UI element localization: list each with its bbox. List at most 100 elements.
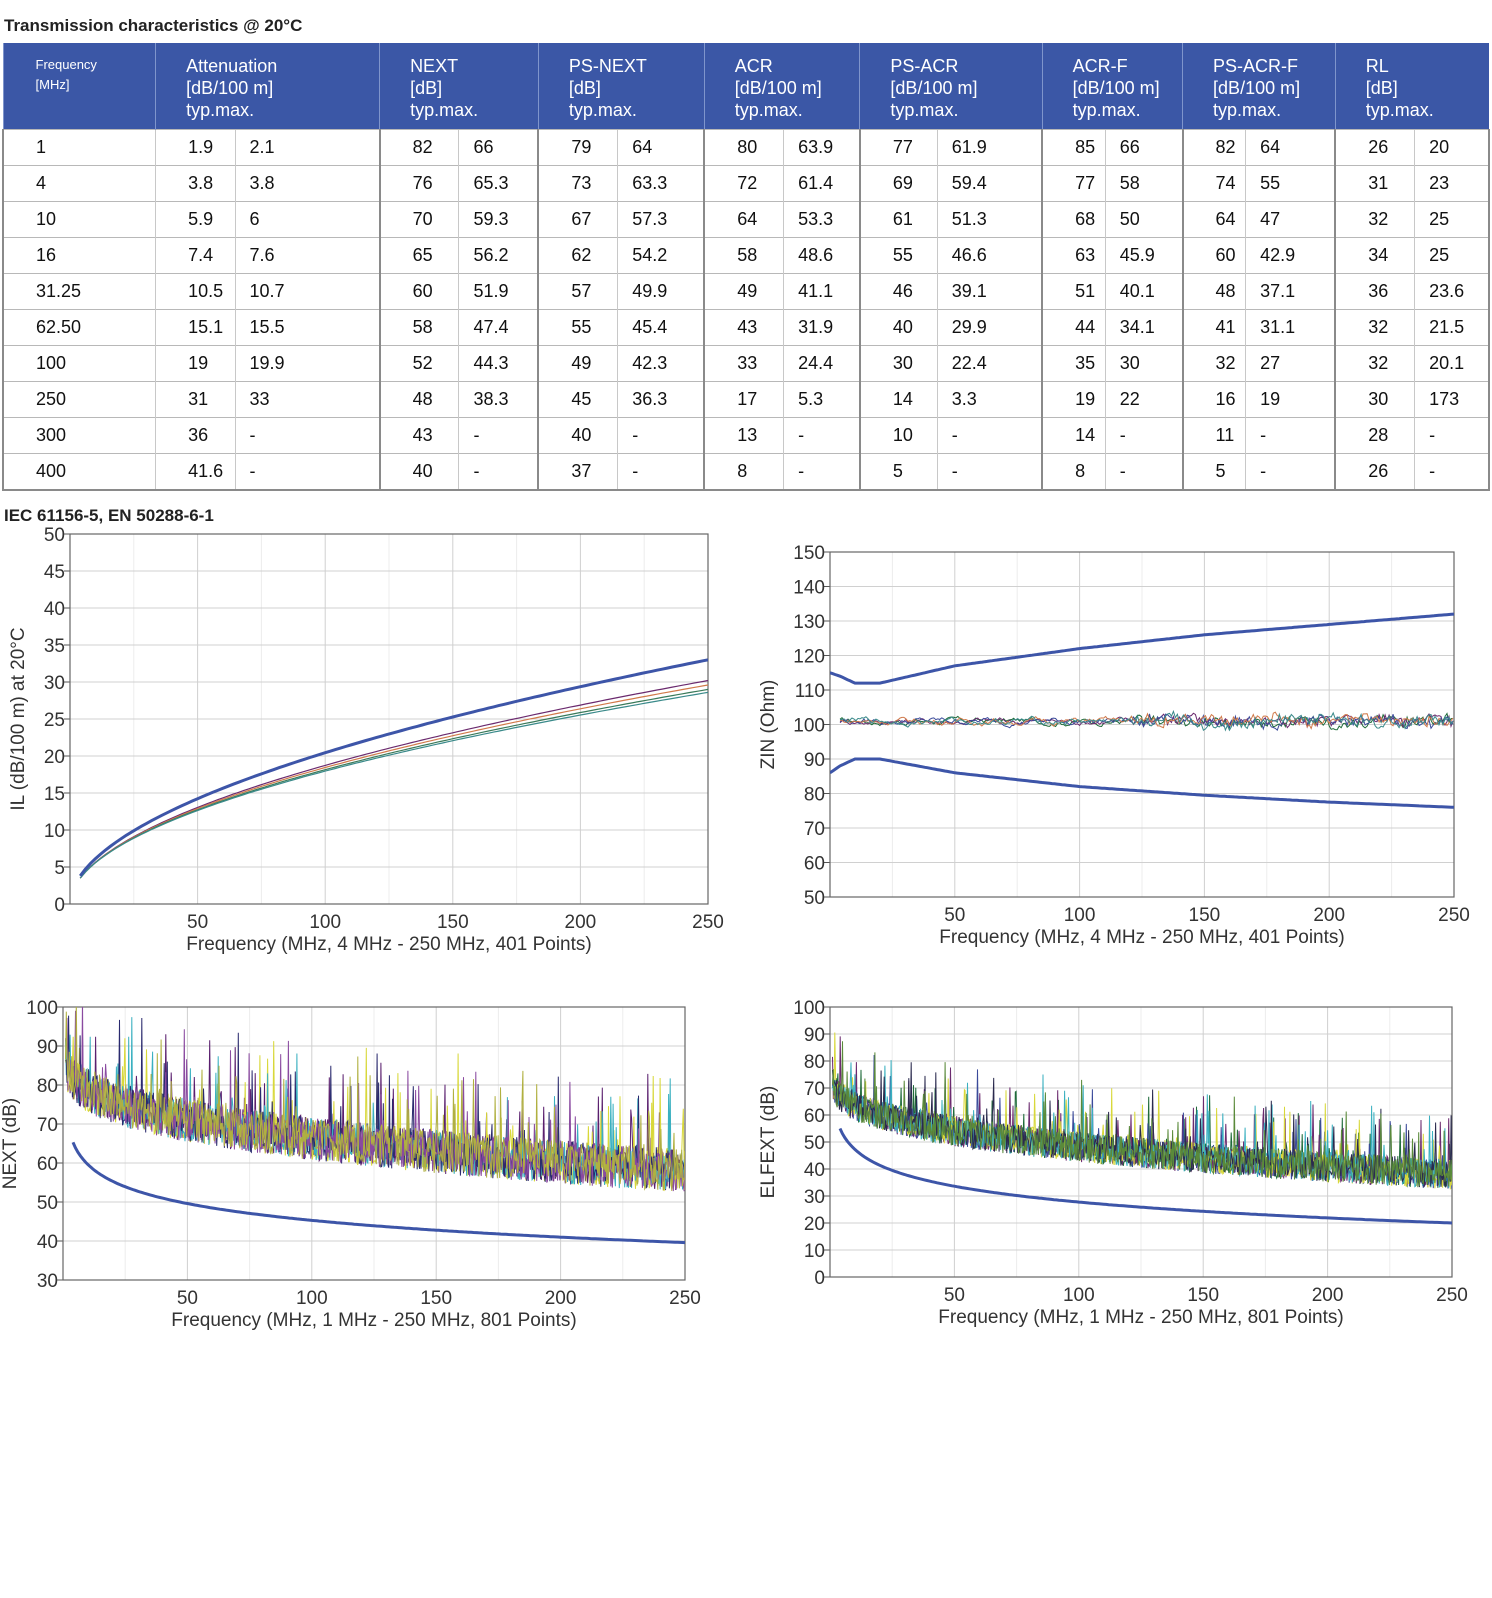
table-cell: 24.4 xyxy=(783,345,860,382)
table-cell: 57 xyxy=(537,273,618,310)
x-tick-label: 200 xyxy=(565,912,597,933)
table-cell: 30 xyxy=(858,345,938,382)
table-cell: 21.5 xyxy=(1414,309,1491,346)
series-group xyxy=(832,1032,1452,1225)
y-tick-label: 150 xyxy=(793,543,825,564)
table-cell: 61 xyxy=(858,201,938,238)
table-cell: 36.3 xyxy=(617,381,705,418)
table-cell: 25 xyxy=(1414,237,1491,274)
table-cell: 42.3 xyxy=(617,345,705,382)
table-cell: - xyxy=(1245,453,1336,491)
measured-series-line xyxy=(65,1007,685,1191)
table-cell: 16 xyxy=(2,237,156,274)
table-cell: 10.5 xyxy=(155,273,236,310)
table-cell: 43 xyxy=(703,309,784,346)
col-next: NEXT [dB] typ.max. xyxy=(379,43,539,130)
y-tick-label: 30 xyxy=(37,1271,58,1292)
table-cell: 45 xyxy=(537,381,618,418)
y-tick-label: 20 xyxy=(804,1214,825,1235)
x-tick-label: 50 xyxy=(944,905,965,926)
table-cell: 37 xyxy=(537,453,618,491)
col-acr: ACR [dB/100 m] typ.max. xyxy=(703,43,860,130)
y-tick-label: 40 xyxy=(44,599,65,620)
y-tick-label: 80 xyxy=(37,1076,58,1097)
x-tick-label: 200 xyxy=(545,1288,577,1309)
y-tick-label: 90 xyxy=(804,1025,825,1046)
table-cell: 58 xyxy=(703,237,784,274)
table-cell: 28 xyxy=(1334,417,1415,454)
x-axis-label: Frequency (MHz, 4 MHz - 250 MHz, 401 Poi… xyxy=(939,927,1344,948)
y-tick-label: 130 xyxy=(793,612,825,633)
plot-frame xyxy=(829,551,1455,898)
table-cell: 62.50 xyxy=(2,309,156,346)
x-tick-label: 100 xyxy=(1064,905,1096,926)
table-row: 10 5.9 6 70 59.3 67 57.3 64 53.3 61 51.3 68 50 64 47 32… xyxy=(2,201,1491,238)
x-tick-label: 50 xyxy=(187,912,208,933)
table-cell: 19 xyxy=(155,345,236,382)
table-cell: - xyxy=(783,417,860,454)
table-cell: - xyxy=(1104,417,1183,454)
table-cell: 31.25 xyxy=(2,273,156,310)
y-tick-label: 100 xyxy=(793,998,825,1019)
table-cell: 56.2 xyxy=(458,237,539,274)
table-cell: 49 xyxy=(703,273,784,310)
x-tick-label: 250 xyxy=(669,1288,701,1309)
table-row: 31.25 10.5 10.7 60 51.9 57 49.9 49 41.1 46 39.1 51 4… xyxy=(2,273,1491,310)
table-cell: 64 xyxy=(1181,201,1246,238)
y-tick-label: 25 xyxy=(44,710,65,731)
table-cell: 5.9 xyxy=(155,201,236,238)
y-axis-label: ZIN (Ohm) xyxy=(758,680,779,770)
y-tick-label: 50 xyxy=(44,525,65,546)
y-tick-label: 50 xyxy=(37,1193,58,1214)
table-cell: 58 xyxy=(1104,165,1183,202)
table-cell: 32 xyxy=(1334,345,1415,382)
table-cell: 3.8 xyxy=(155,165,236,202)
table-cell: 26 xyxy=(1334,453,1415,491)
table-cell: 31.9 xyxy=(783,309,860,346)
col-ps-acr-f: PS-ACR-F [dB/100 m] typ.max. xyxy=(1182,43,1336,130)
table-cell: 30 xyxy=(1104,345,1183,382)
table-cell: 14 xyxy=(858,381,938,418)
table-cell: 67 xyxy=(537,201,618,238)
table-cell: 22.4 xyxy=(936,345,1043,382)
col-ps-next: PS-NEXT [dB] typ.max. xyxy=(537,43,705,130)
table-cell: 31 xyxy=(155,381,236,418)
table-cell: 31 xyxy=(1334,165,1415,202)
table-cell: - xyxy=(783,453,860,491)
y-tick-label: 10 xyxy=(44,821,65,842)
y-tick-label: 50 xyxy=(804,888,825,909)
table-cell: 49 xyxy=(537,345,618,382)
y-axis-label: NEXT (dB) xyxy=(0,1098,21,1190)
table-cell: 51 xyxy=(1041,273,1106,310)
table-cell: 72 xyxy=(703,165,784,202)
table-cell: - xyxy=(617,453,705,491)
table-cell: 31.1 xyxy=(1245,309,1336,346)
table-cell: 36 xyxy=(1334,273,1415,310)
col-attenuation: Attenuation [dB/100 m] typ.max. xyxy=(155,43,380,130)
y-axis-label: ELFEXT (dB) xyxy=(758,1086,779,1199)
table-cell: 53.3 xyxy=(783,201,860,238)
table-cell: - xyxy=(234,453,380,491)
y-tick-label: 70 xyxy=(37,1115,58,1136)
measured-series-line xyxy=(839,711,1454,730)
table-cell: - xyxy=(1245,417,1336,454)
y-tick-label: 20 xyxy=(44,747,65,768)
table-cell: 69 xyxy=(858,165,938,202)
x-tick-label: 250 xyxy=(1438,905,1470,926)
table-cell: 23 xyxy=(1414,165,1491,202)
table-cell: 44 xyxy=(1041,309,1106,346)
y-tick-label: 45 xyxy=(44,562,65,583)
table-cell: 29.9 xyxy=(936,309,1043,346)
x-tick-label: 250 xyxy=(692,912,724,933)
table-cell: 64 xyxy=(617,129,705,166)
table-cell: 65 xyxy=(378,237,459,274)
table-cell: 34.1 xyxy=(1104,309,1183,346)
y-tick-label: 40 xyxy=(804,1160,825,1181)
y-tick-label: 10 xyxy=(804,1241,825,1262)
upper-limit-line xyxy=(830,612,1454,685)
table-cell: 11 xyxy=(1181,417,1246,454)
table-cell: 15.1 xyxy=(155,309,236,346)
table-cell: 45.4 xyxy=(617,309,705,346)
table-cell: 77 xyxy=(1041,165,1106,202)
table-cell: 64 xyxy=(1245,129,1336,166)
